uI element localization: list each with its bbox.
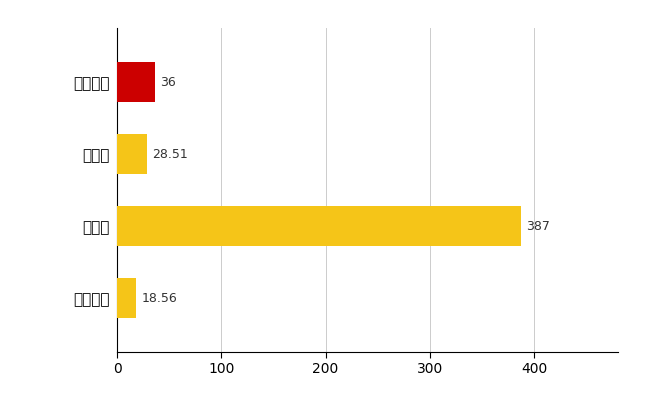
Text: 36: 36	[160, 76, 176, 88]
Text: 28.51: 28.51	[152, 148, 188, 160]
Text: 18.56: 18.56	[142, 292, 177, 304]
Bar	[117, 134, 147, 174]
Bar	[117, 62, 155, 102]
Bar	[117, 278, 136, 318]
Text: 387: 387	[526, 220, 550, 232]
Bar	[117, 206, 521, 246]
